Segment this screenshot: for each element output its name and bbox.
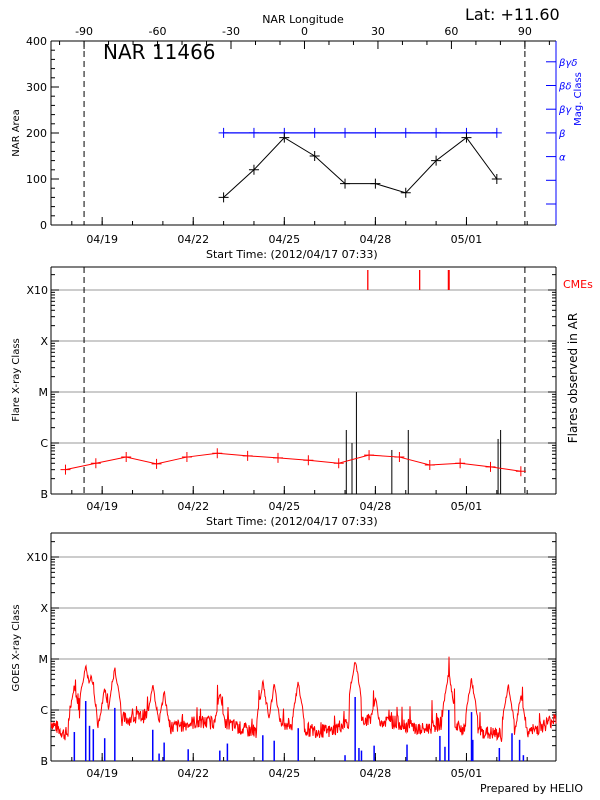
nar-area-point	[370, 178, 381, 189]
panel1-date-tick-label: 04/22	[177, 233, 209, 246]
goes-daily-point	[272, 452, 283, 463]
nar-area-point	[248, 164, 259, 175]
goes-daily-point	[181, 452, 192, 463]
panel2-ylabel: Flare X-ray Class	[11, 338, 22, 422]
panel3-date-tick-label: 05/01	[451, 767, 483, 780]
mag-class-point	[431, 127, 442, 138]
region-label: NAR 11466	[103, 40, 216, 64]
goes-long-channel-line	[50, 656, 557, 742]
panel1-y-tick-label: 400	[26, 35, 47, 48]
nar-area-point	[309, 151, 320, 161]
nar-area-point	[491, 174, 502, 184]
panel3-y-tick-label: C	[40, 704, 48, 717]
panel3-y-tick-label: M	[39, 653, 49, 666]
longitude-tick-label: -30	[222, 25, 240, 38]
panel3-y-tick-label: B	[40, 755, 48, 768]
goes-daily-point	[455, 458, 466, 469]
nar-area-point	[461, 132, 472, 143]
goes-daily-point	[60, 464, 71, 475]
longitude-tick-label: 0	[301, 25, 308, 38]
latitude-label: Lat: +11.60	[465, 5, 560, 24]
goes-daily-point	[394, 452, 405, 463]
goes-daily-point	[333, 458, 344, 469]
nar-area-point	[279, 132, 290, 143]
panel2-right-label: Flares observed in AR	[566, 313, 580, 443]
panel3-date-tick-label: 04/22	[177, 767, 209, 780]
panel2-date-tick-label: 04/19	[86, 500, 118, 513]
mag-class-point	[309, 127, 320, 138]
nar-area-series-line	[223, 136, 498, 198]
goes-daily-point	[90, 458, 101, 469]
mag-class-point	[370, 127, 381, 138]
goes-daily-point	[424, 460, 435, 471]
panel1-date-tick-label: 04/25	[268, 233, 300, 246]
panel2-y-tick-label: C	[40, 437, 48, 450]
mag-class-point	[400, 127, 411, 138]
goes-daily-point	[151, 458, 162, 469]
mag-class-tick-label: βδ	[558, 82, 572, 93]
panel2-date-tick-label: 05/01	[451, 500, 483, 513]
panel3-date-tick-label: 04/25	[268, 767, 300, 780]
mag-class-point	[218, 127, 229, 138]
longitude-tick-label: 90	[518, 25, 532, 38]
panel3-date-tick-label: 04/28	[360, 767, 392, 780]
mag-class-tick-label: βγ	[558, 105, 572, 116]
panel1-date-tick-label: 04/28	[360, 233, 392, 246]
panel1-date-tick-label: 04/19	[86, 233, 118, 246]
mag-class-tick-label: α	[559, 153, 566, 164]
plot-marks: 0 100 200 300 400 -90 -60 -30 0 30 60 90 04/19 04/22 0…	[26, 25, 577, 780]
goes-daily-point	[121, 452, 132, 463]
goes-daily-point	[364, 450, 375, 461]
panel2-y-tick-label: B	[40, 488, 48, 501]
panel3-ylabel: GOES X-ray Class	[11, 604, 22, 691]
longitude-tick-label: -60	[149, 25, 167, 38]
panel1-y-tick-label: 100	[26, 173, 47, 186]
panel2-xlabel: Start Time: (2012/04/17 07:33)	[206, 515, 378, 528]
panel2-date-tick-label: 04/28	[360, 500, 392, 513]
nar-area-point	[431, 155, 442, 166]
goes-daily-point	[212, 448, 223, 459]
mag-class-point	[491, 127, 502, 138]
panel2-date-tick-label: 04/22	[177, 500, 209, 513]
goes-daily-point	[242, 450, 253, 461]
top-axis-title: NAR Longitude	[262, 13, 344, 26]
panel3-y-tick-label: X10	[26, 551, 48, 564]
goes-daily-point	[303, 455, 314, 466]
nar-area-point	[400, 187, 411, 198]
mag-class-tick-label: βγδ	[558, 58, 577, 69]
panel2-y-tick-label: X10	[26, 284, 48, 297]
panel2-y-tick-label: M	[39, 386, 49, 399]
goes-daily-point	[515, 466, 526, 477]
panel1-date-tick-label: 05/01	[451, 233, 483, 246]
panel3-date-tick-label: 04/19	[86, 767, 118, 780]
panel1-y-tick-label: 200	[26, 127, 47, 140]
longitude-tick-label: -90	[75, 25, 93, 38]
mag-class-point	[340, 127, 351, 138]
panel2-date-tick-label: 04/25	[268, 500, 300, 513]
panel1-y-tick-label: 300	[26, 81, 47, 94]
panel1-ylabel: NAR Area	[11, 109, 22, 156]
mag-class-point	[248, 127, 259, 138]
goes-daily-line	[65, 452, 521, 472]
panel2-y-tick-label: X	[40, 335, 48, 348]
cme-label: CMEs	[563, 278, 593, 291]
prepared-by-label: Prepared by HELIO	[480, 782, 583, 795]
panel1-y-tick-label: 0	[40, 219, 47, 232]
panel1-xlabel: Start Time: (2012/04/17 07:33)	[206, 248, 378, 261]
longitude-tick-label: 60	[444, 25, 458, 38]
mag-class-tick-label: β	[558, 129, 566, 140]
mag-class-axis-label: Mag. Class	[573, 72, 584, 126]
nar-area-point	[218, 192, 229, 203]
nar-area-point	[340, 178, 351, 189]
longitude-tick-label: 30	[371, 25, 385, 38]
goes-daily-point	[485, 461, 496, 472]
panel3-y-tick-label: X	[40, 602, 48, 615]
